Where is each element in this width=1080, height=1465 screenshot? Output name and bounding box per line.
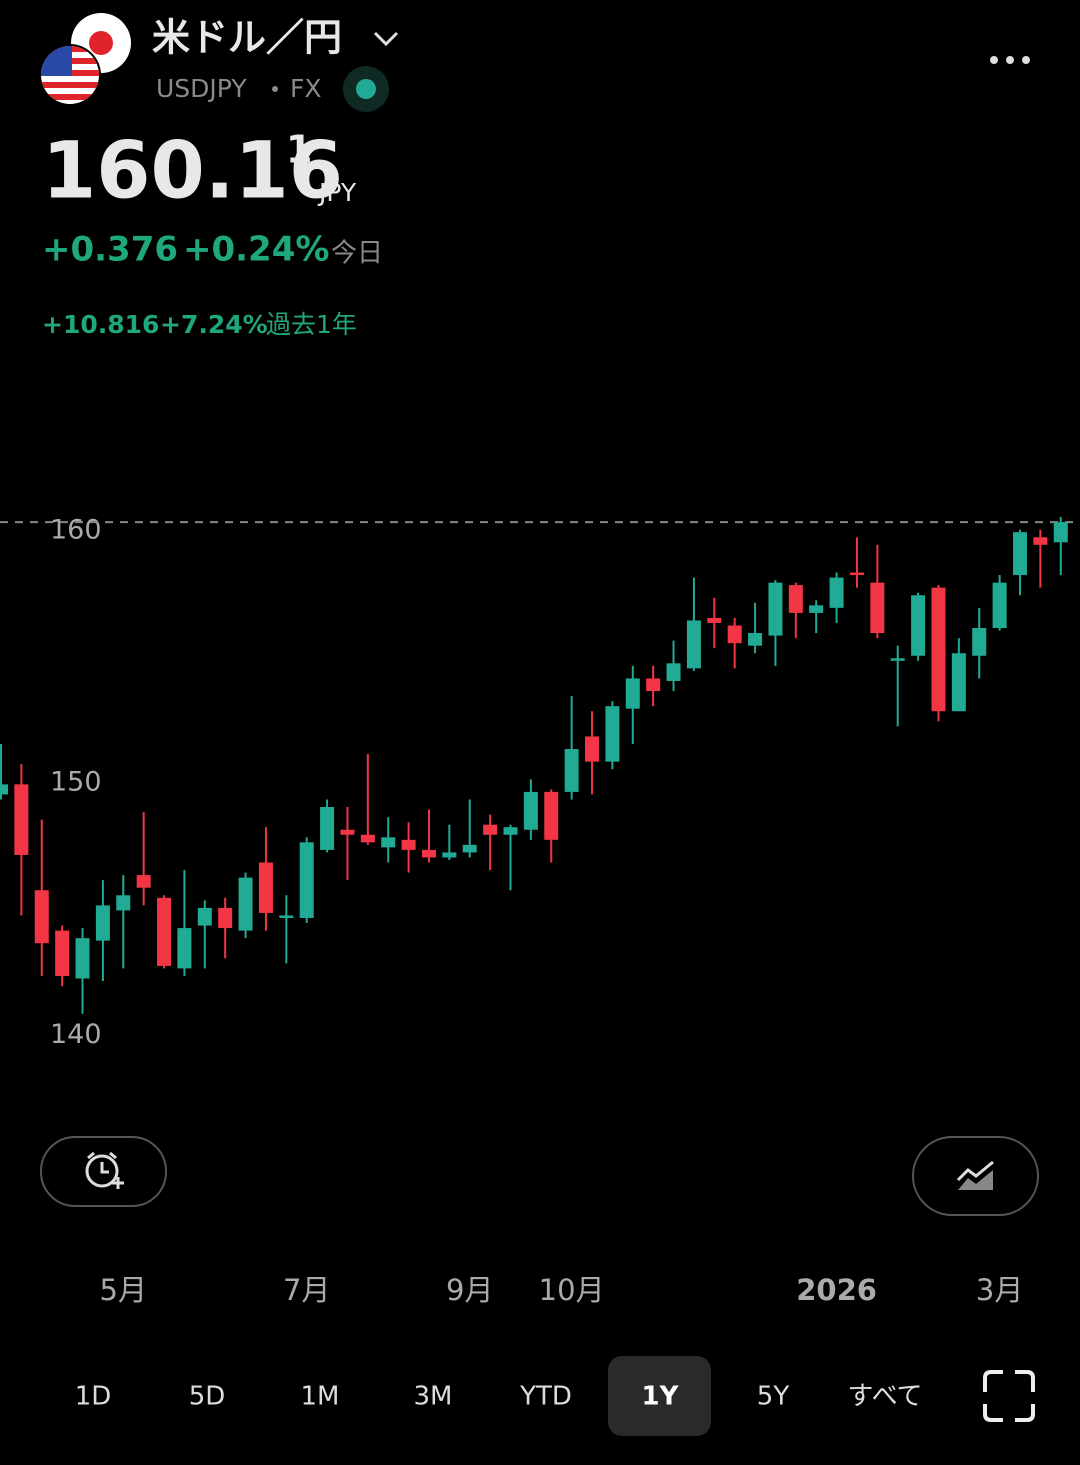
range-selected-bg xyxy=(608,1356,711,1436)
x-tick-label: 9月 xyxy=(446,1273,493,1307)
y-tick-label: 160 xyxy=(50,515,102,546)
candle-body xyxy=(890,658,905,661)
candle-body xyxy=(320,807,335,850)
candle-body xyxy=(951,653,966,712)
candle-body xyxy=(585,736,600,762)
candle-body xyxy=(177,928,192,969)
candle-body xyxy=(381,837,396,848)
candle-body xyxy=(55,930,70,976)
candle-body xyxy=(360,834,375,843)
range-option[interactable]: 1M xyxy=(301,1382,340,1412)
candle-body xyxy=(646,678,661,692)
range-option[interactable]: 5Y xyxy=(757,1382,790,1412)
candle-body xyxy=(401,839,416,850)
candle-body xyxy=(870,582,885,634)
x-tick-label: 10月 xyxy=(539,1273,605,1307)
fullscreen-button[interactable] xyxy=(983,1370,1035,1422)
range-option[interactable]: 1D xyxy=(75,1382,112,1412)
candle-body xyxy=(849,572,864,576)
candle-body xyxy=(564,749,579,792)
year-label: 過去1年 xyxy=(266,310,357,339)
year-change: +10.816 xyxy=(42,310,159,339)
candle-body xyxy=(1053,522,1068,543)
candle-body xyxy=(483,824,498,835)
range-option[interactable]: YTD xyxy=(519,1382,572,1412)
symbol: USDJPY xyxy=(156,74,247,103)
candle-body xyxy=(218,907,233,929)
x-tick-label: 7月 xyxy=(283,1273,330,1307)
x-tick-label: 5月 xyxy=(100,1273,147,1307)
dropdown-chevron[interactable] xyxy=(373,31,399,47)
candle-body xyxy=(421,849,436,858)
candle-body xyxy=(544,791,559,840)
price-sup: 1 xyxy=(286,128,312,172)
x-tick-label: 3月 xyxy=(976,1273,1023,1307)
candle-body xyxy=(809,605,824,613)
candle-body xyxy=(340,829,355,835)
alert-button[interactable] xyxy=(40,1136,167,1207)
candle-body xyxy=(768,582,783,636)
currency-icons xyxy=(39,13,131,106)
candle-body xyxy=(972,628,987,656)
candle-body xyxy=(605,706,620,762)
more-menu[interactable] xyxy=(990,56,1030,64)
title[interactable]: 米ドル／円 xyxy=(152,16,342,60)
market-open-dot xyxy=(356,79,376,99)
y-tick-label: 140 xyxy=(50,1019,102,1050)
candle-body xyxy=(0,784,8,795)
candle-body xyxy=(727,625,742,644)
candle-body xyxy=(1033,537,1048,545)
candle-body xyxy=(748,633,763,646)
candle-body xyxy=(911,595,926,656)
candle-body xyxy=(523,791,538,830)
range-option[interactable]: 3M xyxy=(414,1382,453,1412)
candle-body xyxy=(931,587,946,712)
currency: JPY xyxy=(317,178,357,207)
x-tick-label: 2026 xyxy=(796,1273,877,1307)
range-option[interactable]: 1Y xyxy=(642,1382,680,1412)
market: FX xyxy=(290,74,322,103)
candle-body xyxy=(503,827,518,835)
candle-body xyxy=(992,582,1007,629)
candle-body xyxy=(686,620,701,669)
candle-body xyxy=(157,897,172,966)
candle-body xyxy=(299,842,314,918)
candle-body xyxy=(75,938,90,979)
range-option[interactable]: すべて xyxy=(847,1382,922,1412)
change-label: 今日 xyxy=(331,239,383,269)
candle-body xyxy=(707,617,722,623)
year-change-pct: +7.24% xyxy=(160,310,268,339)
candle-body xyxy=(258,862,273,913)
candle-body xyxy=(788,585,803,613)
change-pct: +0.24% xyxy=(183,230,329,270)
separator-dot xyxy=(272,86,278,92)
candle-body xyxy=(625,678,640,709)
candle-body xyxy=(829,577,844,608)
chart-style-button[interactable] xyxy=(912,1136,1039,1216)
change: +0.376 xyxy=(42,230,178,270)
candle-body xyxy=(238,877,253,931)
candle-body xyxy=(442,852,457,858)
candle-body xyxy=(116,895,131,911)
candle-body xyxy=(1013,532,1027,576)
candle-body xyxy=(95,905,110,941)
y-tick-label: 150 xyxy=(50,767,102,798)
candle-body xyxy=(136,875,151,888)
candle-body xyxy=(34,890,49,944)
price: 160.16 xyxy=(42,126,343,216)
range-option[interactable]: 5D xyxy=(189,1382,226,1412)
candle-body xyxy=(279,915,294,918)
candle-body xyxy=(14,784,29,855)
candle-body xyxy=(197,907,212,926)
candle-body xyxy=(462,844,477,853)
candle-body xyxy=(666,663,681,681)
